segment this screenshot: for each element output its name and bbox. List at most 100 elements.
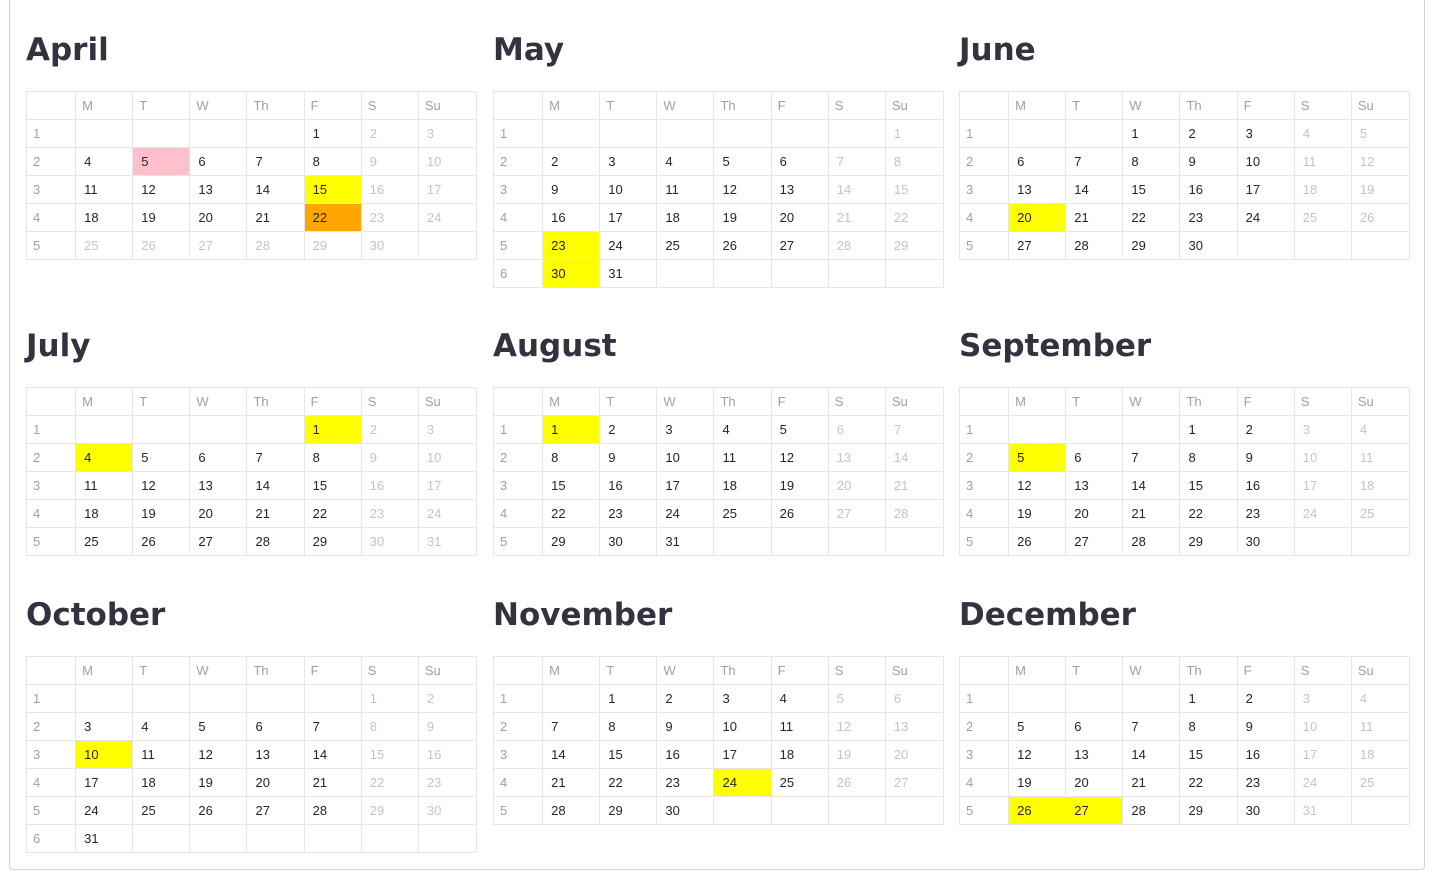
day-cell[interactable]: 4: [132, 712, 191, 741]
day-cell[interactable]: 18: [656, 203, 715, 232]
day-cell[interactable]: 23: [1179, 203, 1238, 232]
day-cell[interactable]: 9: [360, 443, 419, 472]
day-cell[interactable]: 4: [770, 684, 829, 713]
day-cell[interactable]: 22: [884, 203, 945, 232]
day-cell[interactable]: 16: [360, 471, 419, 500]
day-cell[interactable]: 20: [1008, 203, 1067, 232]
day-cell[interactable]: 17: [599, 203, 658, 232]
day-cell[interactable]: 12: [827, 712, 886, 741]
day-cell[interactable]: 24: [417, 203, 478, 232]
day-cell[interactable]: 26: [713, 231, 772, 260]
day-cell[interactable]: 10: [713, 712, 772, 741]
day-cell[interactable]: 17: [713, 740, 772, 769]
day-cell[interactable]: 13: [770, 175, 829, 204]
day-cell[interactable]: 2: [599, 415, 658, 444]
day-cell[interactable]: 24: [713, 768, 772, 797]
day-cell[interactable]: 17: [417, 175, 478, 204]
day-cell[interactable]: 13: [189, 471, 248, 500]
day-cell[interactable]: 25: [1350, 499, 1411, 528]
day-cell[interactable]: 15: [303, 471, 362, 500]
day-cell[interactable]: 21: [542, 768, 601, 797]
day-cell[interactable]: 13: [1065, 471, 1124, 500]
day-cell[interactable]: 16: [1179, 175, 1238, 204]
day-cell[interactable]: 23: [656, 768, 715, 797]
day-cell[interactable]: 5: [1350, 119, 1411, 148]
day-cell[interactable]: 7: [246, 443, 305, 472]
day-cell[interactable]: 5: [770, 415, 829, 444]
day-cell[interactable]: 9: [1179, 147, 1238, 176]
day-cell[interactable]: 22: [360, 768, 419, 797]
day-cell[interactable]: 8: [599, 712, 658, 741]
day-cell[interactable]: 9: [360, 147, 419, 176]
day-cell[interactable]: 20: [827, 471, 886, 500]
day-cell[interactable]: 22: [1179, 499, 1238, 528]
day-cell[interactable]: 1: [360, 684, 419, 713]
day-cell[interactable]: 6: [1008, 147, 1067, 176]
day-cell[interactable]: 21: [246, 203, 305, 232]
day-cell[interactable]: 15: [599, 740, 658, 769]
day-cell[interactable]: 9: [417, 712, 478, 741]
day-cell[interactable]: 14: [303, 740, 362, 769]
day-cell[interactable]: 15: [884, 175, 945, 204]
day-cell[interactable]: 16: [417, 740, 478, 769]
day-cell[interactable]: 19: [827, 740, 886, 769]
day-cell[interactable]: 4: [75, 443, 134, 472]
day-cell[interactable]: 2: [360, 415, 419, 444]
day-cell[interactable]: 17: [75, 768, 134, 797]
day-cell[interactable]: 25: [656, 231, 715, 260]
day-cell[interactable]: 4: [713, 415, 772, 444]
day-cell[interactable]: 26: [1350, 203, 1411, 232]
day-cell[interactable]: 18: [1293, 175, 1352, 204]
day-cell[interactable]: 20: [770, 203, 829, 232]
day-cell[interactable]: 27: [189, 231, 248, 260]
day-cell[interactable]: 29: [542, 527, 601, 556]
day-cell[interactable]: 18: [770, 740, 829, 769]
day-cell[interactable]: 7: [827, 147, 886, 176]
day-cell[interactable]: 25: [713, 499, 772, 528]
day-cell[interactable]: 2: [1236, 684, 1295, 713]
day-cell[interactable]: 21: [827, 203, 886, 232]
day-cell[interactable]: 5: [189, 712, 248, 741]
day-cell[interactable]: 24: [417, 499, 478, 528]
day-cell[interactable]: 17: [656, 471, 715, 500]
day-cell[interactable]: 24: [1293, 499, 1352, 528]
day-cell[interactable]: 7: [542, 712, 601, 741]
day-cell[interactable]: 31: [417, 527, 478, 556]
day-cell[interactable]: 18: [713, 471, 772, 500]
day-cell[interactable]: 21: [303, 768, 362, 797]
day-cell[interactable]: 10: [599, 175, 658, 204]
day-cell[interactable]: 11: [656, 175, 715, 204]
day-cell[interactable]: 11: [132, 740, 191, 769]
day-cell[interactable]: 29: [360, 796, 419, 825]
day-cell[interactable]: 6: [827, 415, 886, 444]
day-cell[interactable]: 21: [246, 499, 305, 528]
day-cell[interactable]: 3: [417, 415, 478, 444]
day-cell[interactable]: 9: [599, 443, 658, 472]
day-cell[interactable]: 24: [1236, 203, 1295, 232]
day-cell[interactable]: 14: [1122, 740, 1181, 769]
day-cell[interactable]: 19: [1350, 175, 1411, 204]
day-cell[interactable]: 28: [884, 499, 945, 528]
day-cell[interactable]: 29: [1179, 796, 1238, 825]
day-cell[interactable]: 7: [246, 147, 305, 176]
day-cell[interactable]: 15: [1179, 740, 1238, 769]
day-cell[interactable]: 6: [1065, 712, 1124, 741]
day-cell[interactable]: 27: [770, 231, 829, 260]
day-cell[interactable]: 3: [75, 712, 134, 741]
day-cell[interactable]: 29: [303, 231, 362, 260]
day-cell[interactable]: 5: [1008, 443, 1067, 472]
day-cell[interactable]: 22: [303, 203, 362, 232]
day-cell[interactable]: 15: [360, 740, 419, 769]
day-cell[interactable]: 1: [1122, 119, 1181, 148]
day-cell[interactable]: 31: [656, 527, 715, 556]
day-cell[interactable]: 6: [246, 712, 305, 741]
day-cell[interactable]: 28: [1065, 231, 1124, 260]
day-cell[interactable]: 11: [770, 712, 829, 741]
day-cell[interactable]: 25: [770, 768, 829, 797]
day-cell[interactable]: 18: [75, 499, 134, 528]
day-cell[interactable]: 1: [599, 684, 658, 713]
day-cell[interactable]: 13: [827, 443, 886, 472]
day-cell[interactable]: 11: [75, 175, 134, 204]
day-cell[interactable]: 7: [303, 712, 362, 741]
day-cell[interactable]: 25: [1293, 203, 1352, 232]
